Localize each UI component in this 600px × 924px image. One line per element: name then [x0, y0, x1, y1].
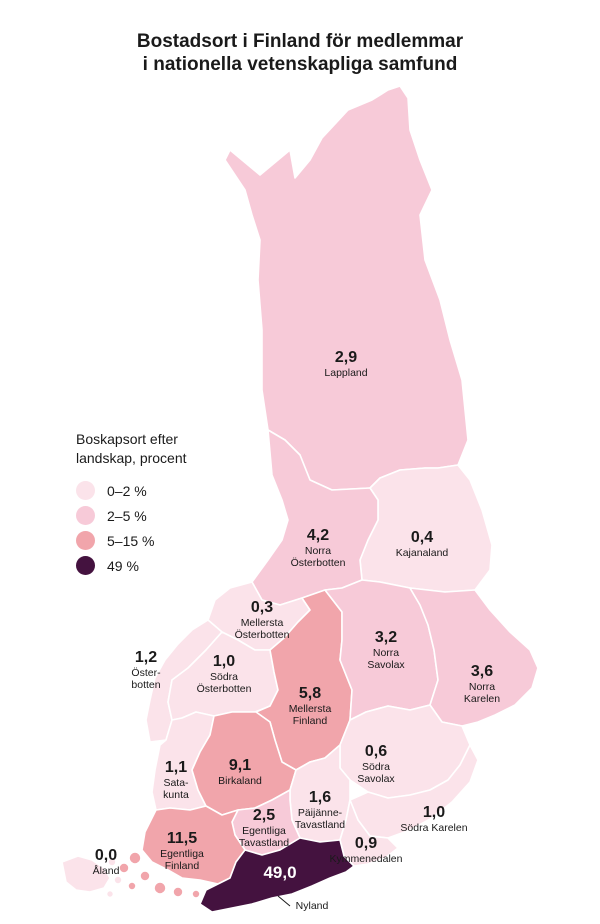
islet [139, 870, 151, 882]
name-label-paijanne-tavastland: Päijänne- [298, 807, 343, 819]
name-label-nyland: Nyland [296, 900, 329, 912]
name-label-mellersta-osterbotten: Österbotten [235, 629, 290, 641]
value-label-sodra-savolax: 0,6 [365, 743, 387, 760]
name-label-norra-osterbotten: Österbotten [291, 557, 346, 569]
islet [105, 889, 115, 899]
islet [128, 851, 142, 865]
region-lappland[interactable] [224, 85, 469, 491]
legend-label: 49 % [107, 557, 139, 574]
legend-item-0-2: 0–2 % [76, 478, 187, 503]
nyland-leader-line [277, 895, 291, 907]
name-label-mellersta-finland: Finland [293, 715, 328, 727]
value-label-mellersta-finland: 5,8 [299, 685, 321, 702]
name-label-mellersta-osterbotten: Mellersta [241, 617, 284, 629]
legend-swatch [76, 531, 95, 550]
value-label-satakunta: 1,1 [165, 759, 187, 776]
value-label-aland: 0,0 [95, 847, 117, 864]
legend-label: 5–15 % [107, 532, 155, 549]
value-label-lappland: 2,9 [335, 349, 357, 366]
region-labels: 2,9Lappland0,4Kajanaland4,2NorraÖsterbot… [93, 349, 501, 912]
name-label-sodra-karelen: Södra Karelen [400, 822, 467, 834]
legend-title-line-2: landskap, procent [76, 450, 187, 466]
name-label-norra-karelen: Norra [469, 681, 495, 693]
legend-label: 2–5 % [107, 507, 147, 524]
legend-item-2-5: 2–5 % [76, 503, 187, 528]
legend-swatch [76, 556, 95, 575]
name-label-egentliga-tavastland: Egentliga [242, 825, 286, 837]
value-label-egentliga-finland: 11,5 [167, 830, 197, 847]
islet [107, 857, 117, 867]
islet [191, 889, 201, 899]
value-label-paijanne-tavastland: 1,6 [309, 789, 331, 806]
legend-label: 0–2 % [107, 482, 147, 499]
value-label-sodra-karelen: 1,0 [423, 804, 445, 821]
name-label-norra-karelen: Karelen [464, 693, 500, 705]
name-label-birkaland: Birkaland [218, 775, 262, 787]
name-label-sodra-savolax: Södra [362, 761, 390, 773]
legend-title-line-1: Boskapsort efter [76, 431, 178, 447]
value-label-nyland: 49,0 [263, 863, 296, 882]
name-label-lappland: Lappland [324, 367, 367, 379]
islet [153, 881, 167, 895]
value-label-sodra-osterbotten: 1,0 [213, 653, 235, 670]
name-label-kajanaland: Kajanaland [396, 547, 449, 559]
value-label-norra-osterbotten: 4,2 [307, 527, 329, 544]
name-label-sodra-savolax: Savolax [357, 773, 395, 785]
legend-swatch [76, 481, 95, 500]
name-label-mellersta-finland: Mellersta [289, 703, 332, 715]
legend-title: Boskapsort efter landskap, procent [76, 430, 187, 468]
legend-item-49: 49 % [76, 553, 187, 578]
value-label-norra-karelen: 3,6 [471, 663, 493, 680]
legend-swatch [76, 506, 95, 525]
name-label-kymmenedalen: Kymmenedalen [330, 853, 403, 865]
name-label-osterbotten: botten [131, 679, 160, 691]
name-label-osterbotten: Öster- [131, 667, 161, 679]
region-norra-karelen[interactable] [409, 587, 539, 727]
value-label-kymmenedalen: 0,9 [355, 835, 377, 852]
value-label-egentliga-tavastland: 2,5 [253, 807, 275, 824]
name-label-norra-savolax: Norra [373, 647, 399, 659]
map-title: Bostadsort i Finland för medlemmar i nat… [0, 30, 600, 76]
aland-islets [105, 857, 123, 899]
value-label-osterbotten: 1,2 [135, 649, 157, 666]
name-label-egentliga-finland: Finland [165, 860, 200, 872]
archipelago-islands [118, 851, 201, 899]
name-label-paijanne-tavastland: Tavastland [295, 819, 345, 831]
title-line-1: Bostadsort i Finland för medlemmar [136, 31, 464, 52]
name-label-satakunta: kunta [163, 789, 189, 801]
name-label-egentliga-tavastland: Tavastland [239, 837, 289, 849]
islet [113, 875, 123, 885]
name-label-sodra-osterbotten: Södra [210, 671, 238, 683]
region-nyland[interactable] [199, 837, 355, 913]
value-label-birkaland: 9,1 [229, 757, 251, 774]
name-label-aland: Åland [93, 864, 120, 877]
value-label-norra-savolax: 3,2 [375, 629, 397, 646]
islet [172, 886, 184, 898]
islet [118, 862, 130, 874]
name-label-sodra-osterbotten: Österbotten [197, 683, 252, 695]
legend-item-5-15: 5–15 % [76, 528, 187, 553]
value-label-kajanaland: 0,4 [411, 529, 433, 546]
legend: Boskapsort efter landskap, procent 0–2 %… [76, 430, 187, 578]
title-line-2: i nationella vetenskapliga samfund [142, 54, 458, 75]
name-label-norra-osterbotten: Norra [305, 545, 331, 557]
value-label-mellersta-osterbotten: 0,3 [251, 599, 273, 616]
region-aland[interactable] [61, 855, 111, 893]
name-label-egentliga-finland: Egentliga [160, 848, 204, 860]
islet [127, 881, 137, 891]
name-label-satakunta: Sata- [163, 777, 189, 789]
name-label-norra-savolax: Savolax [367, 659, 405, 671]
